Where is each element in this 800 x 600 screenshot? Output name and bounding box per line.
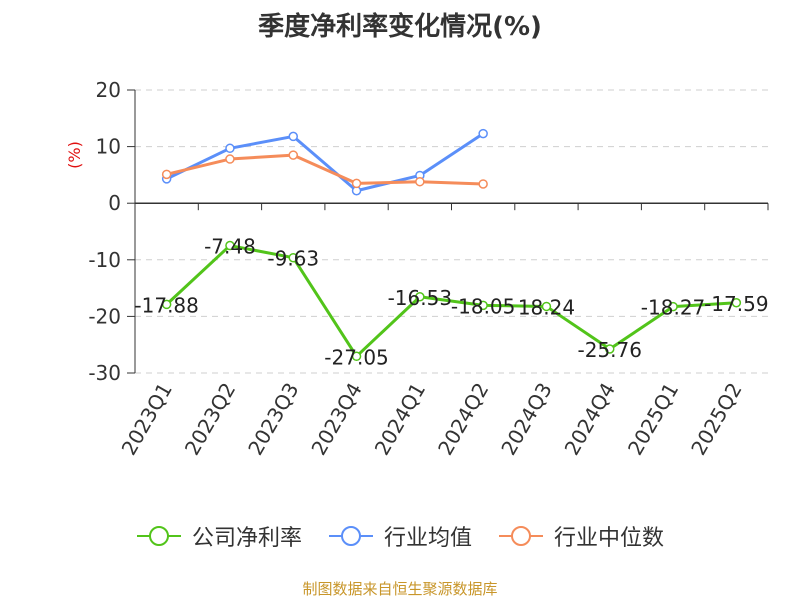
data-point — [605, 344, 615, 354]
legend-item[interactable]: 行业均值 — [328, 520, 472, 552]
data-label: -18.27 — [641, 296, 705, 320]
series-line — [165, 132, 484, 193]
x-tick-label: 2024Q1 — [370, 379, 430, 460]
x-tick-label: 2023Q3 — [243, 379, 303, 460]
y-tick-label: -30 — [88, 361, 121, 385]
data-label: -17.88 — [134, 293, 198, 317]
data-point — [351, 351, 362, 362]
y-axis-label: (%) — [65, 141, 84, 169]
data-point — [668, 301, 678, 312]
legend-swatch-icon — [499, 526, 543, 546]
x-tick-label: 2023Q1 — [117, 379, 177, 460]
data-point — [478, 179, 488, 189]
data-label: -27.05 — [324, 345, 388, 369]
data-point — [541, 301, 552, 312]
x-tick-label: 2024Q2 — [433, 379, 493, 460]
x-tick-label: 2024Q4 — [560, 379, 620, 460]
data-label: -9.63 — [267, 247, 319, 271]
data-point — [225, 240, 235, 251]
data-label: -25.76 — [578, 338, 642, 362]
x-tick-label: 2023Q4 — [306, 379, 366, 460]
source-note: 制图数据来自恒生聚源数据库 — [302, 580, 498, 598]
x-tick-label: 2025Q1 — [623, 379, 683, 460]
data-point — [161, 169, 172, 180]
legend-item[interactable]: 行业中位数 — [498, 520, 664, 552]
legend-label: 公司净利率 — [191, 526, 302, 551]
data-label: -16.53 — [388, 286, 452, 310]
chart-title: 季度净利率变化情况(%) — [258, 12, 542, 42]
legend-swatch-icon — [328, 526, 373, 546]
data-label: -17.59 — [704, 292, 768, 316]
data-point — [351, 178, 362, 189]
x-tick-label: 2025Q2 — [686, 379, 746, 460]
legend-swatch-icon — [136, 526, 181, 546]
data-point — [478, 300, 488, 311]
y-tick-label: -10 — [88, 248, 121, 272]
data-point — [731, 298, 742, 308]
data-point — [288, 150, 298, 160]
data-point — [478, 128, 488, 139]
series-line — [165, 244, 737, 358]
data-label: 18.24 — [518, 295, 575, 319]
y-tick-label: 0 — [108, 191, 121, 215]
legend-item[interactable]: 公司净利率 — [136, 520, 302, 552]
x-tick-label: 2024Q3 — [496, 379, 556, 460]
data-point — [415, 292, 425, 302]
data-point — [161, 299, 172, 310]
data-point — [288, 252, 298, 263]
y-tick-label: -20 — [88, 304, 121, 328]
data-label: -18.05 — [451, 294, 515, 318]
data-point — [288, 131, 298, 142]
data-point — [225, 154, 235, 164]
line-chart: 20 10 0 -10 -20 -30 (%) 2023Q1 2023Q2 2023Q3 2023Q… — [65, 78, 769, 460]
data-label: -7.48 — [204, 235, 256, 259]
legend-label: 行业均值 — [383, 526, 472, 551]
data-point — [415, 176, 425, 187]
y-tick-label: 20 — [96, 78, 121, 102]
legend: 公司净利率 行业均值 行业中位数 — [0, 520, 800, 552]
series-line — [166, 153, 484, 186]
data-point — [225, 143, 235, 154]
y-tick-label: 10 — [96, 135, 121, 159]
legend-label: 行业中位数 — [554, 526, 665, 551]
x-tick-label: 2023Q2 — [180, 379, 240, 460]
